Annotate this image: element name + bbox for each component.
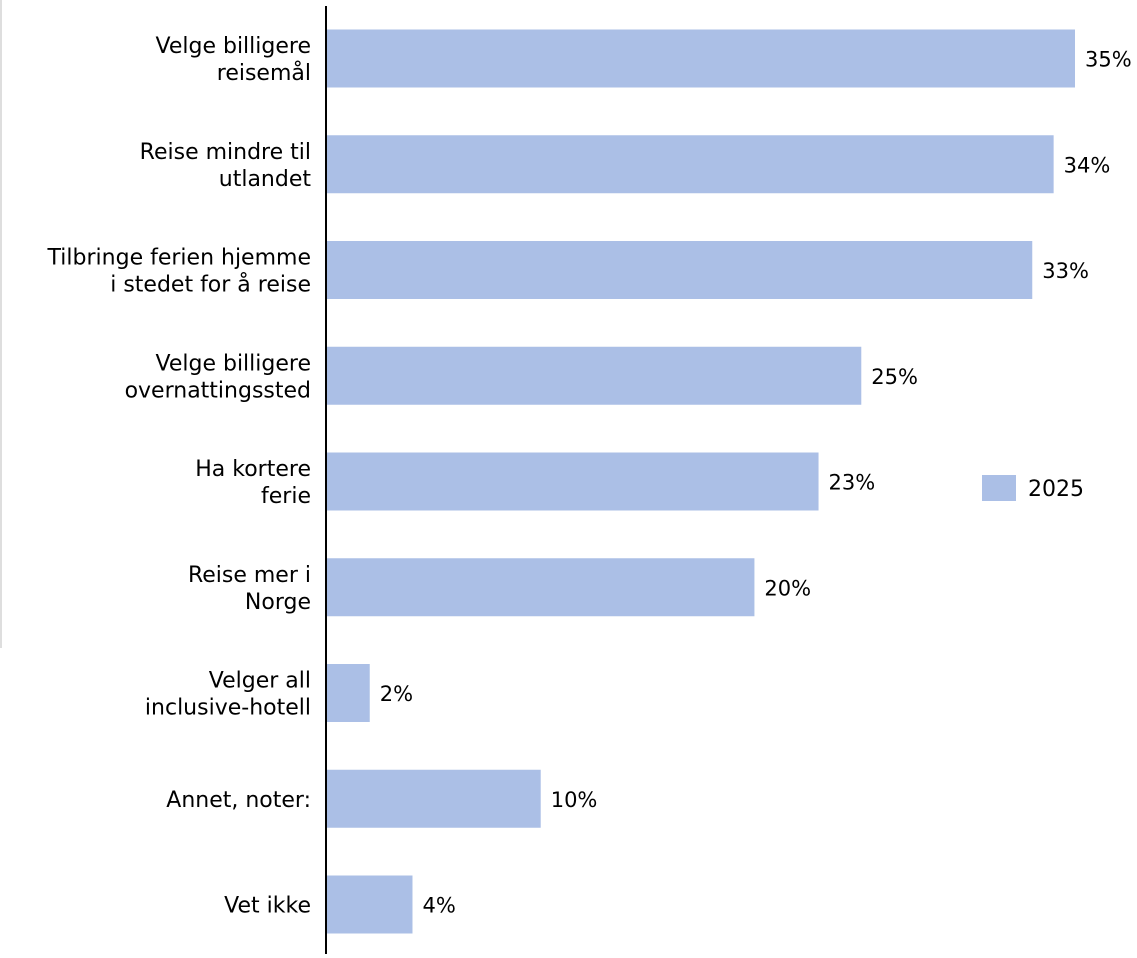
category-label-3-line-0: Velge billigere bbox=[156, 351, 312, 376]
bar-6 bbox=[327, 664, 370, 722]
category-label-6-line-1: inclusive-hotell bbox=[145, 696, 311, 721]
value-label-0: 35% bbox=[1085, 48, 1132, 72]
category-label-2-line-1: i stedet for å reise bbox=[110, 272, 311, 298]
legend-label-2025: 2025 bbox=[1028, 477, 1084, 502]
legend: 2025 bbox=[982, 475, 1084, 502]
category-label-5-line-1: Norge bbox=[245, 590, 311, 615]
category-label-4-line-0: Ha kortere bbox=[195, 457, 311, 482]
category-label-6-line-0: Velger all bbox=[209, 669, 311, 694]
category-label-1-line-0: Reise mindre til bbox=[140, 140, 311, 165]
value-label-7: 10% bbox=[551, 788, 598, 812]
bar-1 bbox=[327, 135, 1054, 194]
bar-3 bbox=[327, 346, 862, 405]
value-labels: 35% 34% 33% 25% 23% 20% 2% 10% 4% bbox=[380, 48, 1132, 918]
category-label-4-line-1: ferie bbox=[261, 484, 311, 509]
category-label-0-line-0: Velge billigere bbox=[156, 34, 312, 59]
category-label-5-line-0: Reise mer i bbox=[188, 563, 311, 588]
category-label-1-line-1: utlandet bbox=[219, 167, 312, 192]
value-label-3: 25% bbox=[871, 365, 918, 389]
value-label-8: 4% bbox=[422, 894, 455, 918]
bar-4 bbox=[327, 452, 819, 511]
category-label-7-line-0: Annet, noter: bbox=[166, 788, 311, 813]
value-label-5: 20% bbox=[764, 576, 811, 600]
bar-2 bbox=[327, 241, 1033, 299]
category-label-0-line-1: reisemål bbox=[217, 60, 311, 86]
legend-swatch bbox=[982, 475, 1016, 501]
value-label-4: 23% bbox=[829, 471, 876, 495]
value-label-2: 33% bbox=[1042, 259, 1089, 283]
value-label-6: 2% bbox=[380, 682, 413, 706]
category-label-3-line-1: overnattingssted bbox=[125, 378, 311, 403]
bar-8 bbox=[327, 875, 413, 934]
value-label-1: 34% bbox=[1064, 153, 1111, 177]
category-label-2-line-0: Tilbringe ferien hjemme bbox=[47, 246, 311, 271]
bar-5 bbox=[327, 558, 755, 617]
category-label-8-line-0: Vet ikke bbox=[224, 894, 311, 919]
bar-7 bbox=[327, 769, 541, 828]
bars-layer bbox=[327, 29, 1075, 934]
bar-0 bbox=[327, 29, 1075, 88]
